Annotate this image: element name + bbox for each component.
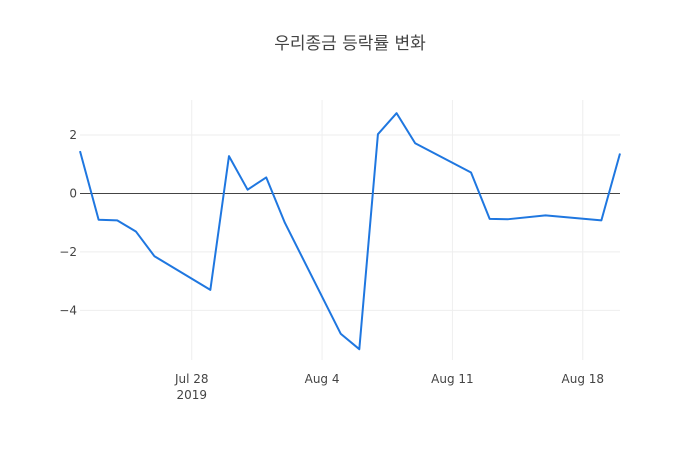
axes: Jul 28 2019 Aug 4 Aug 11 Aug 18 2 0 −2 −4 (59, 128, 604, 402)
y-tick-label: 0 (69, 186, 77, 200)
y-tick-label: −4 (59, 303, 77, 317)
x-tick-label: Aug 4 (305, 372, 340, 386)
series (79, 112, 621, 351)
chart-title: 우리종금 등락률 변화 (274, 34, 426, 54)
x-tick-label: Aug 11 (431, 372, 474, 386)
x-tick-label: Jul 28 (174, 372, 209, 386)
y-tick-label: −2 (59, 245, 77, 259)
x-tick-label: Aug 18 (562, 372, 605, 386)
gridlines (80, 100, 620, 360)
x-tick-sublabel: 2019 (176, 388, 207, 402)
series-line (79, 112, 621, 351)
y-tick-label: 2 (69, 128, 77, 142)
